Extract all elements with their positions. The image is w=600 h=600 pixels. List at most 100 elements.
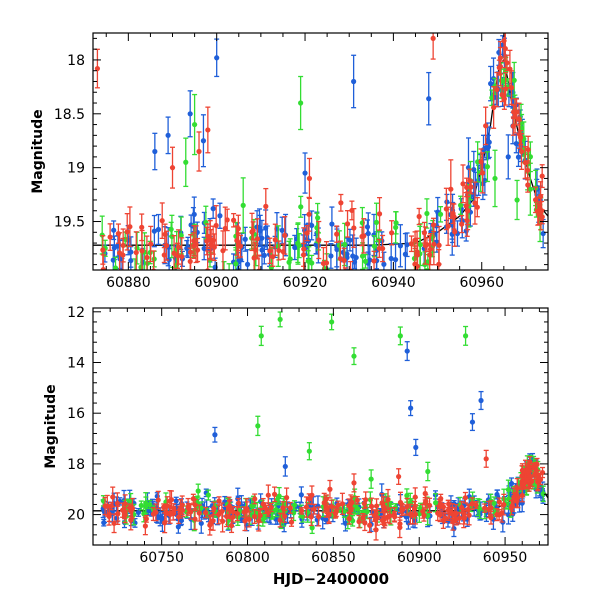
bottom-data-point-blue [282,456,288,477]
bottom-marker [494,491,500,498]
bottom-data-point-red [224,505,230,528]
top-marker [483,123,489,129]
bottom-marker [486,506,492,513]
top-marker [120,242,126,249]
top-x-tick-label: 60880 [106,275,151,291]
bottom-marker [351,353,357,359]
top-marker [183,159,189,165]
bottom-marker [408,405,414,411]
top-data-point-green [298,195,304,218]
bottom-marker [252,513,258,520]
top-marker [231,217,237,223]
top-marker [210,237,216,243]
top-x-tick-label: 60940 [371,275,416,291]
bottom-marker [309,525,315,531]
bottom-data-point-red [106,506,112,523]
top-marker [351,78,357,85]
bottom-marker [179,507,186,513]
top-data-point-green [226,263,232,270]
top-marker [295,240,301,247]
top-data-point-red [430,33,436,60]
top-marker [298,204,304,210]
top-marker [200,138,207,144]
top-data-point-red [518,133,525,170]
bottom-data-point-red [299,507,305,515]
bottom-marker [540,491,546,497]
top-marker [497,64,504,70]
top-data-point-green [393,211,399,244]
bottom-data-point-green [397,326,403,346]
bottom-marker [282,463,288,470]
top-x-tick-label: 60920 [283,275,328,291]
bottom-data-point-red [110,486,116,508]
bottom-marker [228,523,235,529]
bottom-data-point-green [368,469,374,489]
top-data-point-blue [110,244,116,270]
bottom-data-point-green [477,498,483,519]
top-marker [431,241,437,247]
bottom-data-point-red [179,503,186,518]
top-marker [511,77,517,83]
top-data-point-blue [217,202,223,229]
top-data-point-red [148,225,154,263]
bottom-marker [150,511,156,517]
top-data-point-red [159,202,165,240]
top-data-point-blue [210,198,216,219]
bottom-data-point-blue [101,518,107,527]
top-marker [527,154,534,160]
bottom-data-point-blue [478,390,484,411]
top-data-point-red [263,187,269,225]
bottom-data-point-green [138,500,144,511]
top-marker [474,204,480,210]
top-data-point-red [316,220,322,260]
bottom-data-point-red [164,496,170,516]
top-data-point-red [460,164,466,204]
top-x-tick-label: 60900 [194,275,239,291]
bottom-data-point-red [363,491,369,508]
top-marker [338,200,344,206]
bottom-marker [299,508,305,514]
bottom-data-point-red [373,498,380,514]
top-marker [127,224,133,230]
top-marker [351,259,358,265]
top-data-point-red [179,237,185,270]
top-data-point-green [287,238,293,270]
top-marker [168,226,174,232]
top-marker [532,197,539,203]
top-marker [187,111,193,117]
top-marker [371,243,378,249]
bottom-data-point-blue [323,515,329,525]
top-data-point-red [431,223,437,266]
bottom-data-point-blue [135,508,142,517]
top-data-point-red [504,54,510,72]
top-data-point-blue [111,220,117,241]
bottom-data-point-red [422,486,428,501]
top-data-point-blue [259,229,265,270]
top-marker [514,197,520,203]
top-marker [111,227,117,233]
top-marker [306,211,312,217]
top-marker [276,247,282,254]
top-data-point-red [342,267,348,270]
top-marker [525,147,531,153]
bottom-data-point-red [252,493,258,505]
top-marker [506,92,512,98]
top-marker [139,248,145,254]
top-marker [452,229,458,235]
top-marker [222,225,228,232]
bottom-data-point-red [230,511,236,523]
bottom-data-point-green [329,313,335,331]
top-marker [323,260,330,266]
top-data-point-red [161,246,167,264]
top-marker [151,228,157,234]
bottom-marker [469,419,476,425]
top-marker [426,96,432,102]
top-data-point-red [171,235,177,270]
top-data-point-red [380,234,386,263]
bottom-data-point-red [196,504,202,522]
bottom-data-point-green [205,489,211,501]
bottom-marker [147,501,153,508]
top-data-point-red [304,224,310,242]
top-data-point-red [204,226,210,256]
top-data-point-red [133,231,139,270]
